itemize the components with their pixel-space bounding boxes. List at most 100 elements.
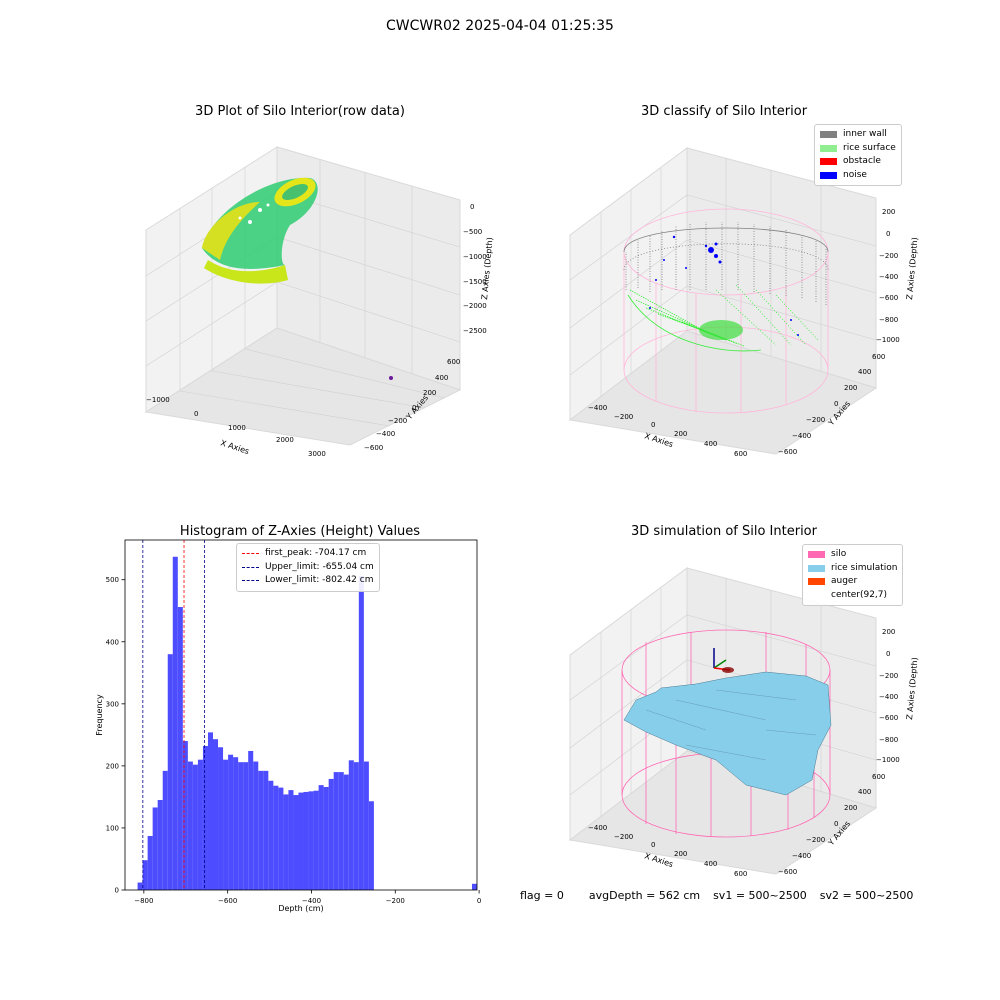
legend-label: center(92,7) bbox=[831, 589, 888, 600]
histogram-bar bbox=[328, 778, 334, 890]
simulation-legend: silo rice simulation auger center(92,7) bbox=[802, 544, 904, 606]
simulation-ztick-2: −200 bbox=[879, 672, 898, 680]
histogram-ytick-label: 500 bbox=[106, 576, 119, 584]
classify-legend-item: obstacle bbox=[820, 155, 896, 169]
histogram-bar bbox=[228, 754, 234, 890]
legend-label: auger bbox=[831, 576, 858, 586]
simulation-ytick-1: 400 bbox=[858, 788, 871, 796]
simulation-xtick-3: 200 bbox=[674, 850, 687, 858]
simulation-ytick-0: 600 bbox=[872, 773, 885, 781]
legend-label: Lower_limit: -802.42 cm bbox=[265, 575, 374, 585]
histogram-bar bbox=[192, 764, 198, 890]
histogram-bar bbox=[471, 883, 477, 890]
avg-depth-text: avgDepth = 562 cm bbox=[588, 889, 701, 902]
histogram-vlines bbox=[142, 540, 206, 890]
sv1-text: sv1 = 500~2500 bbox=[713, 889, 807, 902]
classify-ztick-3: −400 bbox=[879, 273, 898, 281]
simulation-auger-marker bbox=[713, 648, 734, 673]
legend-label: Upper_limit: -655.04 cm bbox=[265, 561, 374, 572]
classify-ytick-4: −200 bbox=[806, 416, 825, 424]
legend-label: noise bbox=[843, 169, 867, 180]
classify-ztick-4: −600 bbox=[879, 294, 898, 302]
histogram-xtick-label: −800 bbox=[134, 897, 153, 905]
histogram-bar bbox=[218, 747, 224, 890]
classify-ytick-6: −600 bbox=[778, 448, 797, 456]
histogram-bar bbox=[223, 759, 229, 890]
histogram-bar bbox=[318, 785, 324, 890]
histogram-bar bbox=[213, 739, 219, 890]
histogram-bar bbox=[313, 790, 319, 890]
raw-ytick-6: −600 bbox=[364, 444, 383, 452]
histogram-legend-item: Lower_limit: -802.42 cm bbox=[242, 574, 374, 588]
sv2-text: sv2 = 500~2500 bbox=[819, 889, 914, 902]
histogram-xtick-label: −400 bbox=[302, 897, 321, 905]
raw-plot-title: 3D Plot of Silo Interior(row data) bbox=[195, 104, 405, 119]
legend-line bbox=[242, 553, 259, 555]
histogram-bar bbox=[152, 807, 158, 890]
histogram-bar bbox=[142, 860, 148, 890]
classify-legend-item: noise bbox=[820, 169, 896, 183]
simulation-rice-surface bbox=[623, 671, 832, 796]
histogram-legend: first_peak: -704.17 cm Upper_limit: -655… bbox=[236, 543, 380, 592]
flag-text: flag = 0 bbox=[520, 889, 564, 902]
classify-ytick-2: 200 bbox=[844, 384, 857, 392]
histogram-bar bbox=[197, 759, 203, 890]
histogram-bar bbox=[278, 787, 284, 890]
simulation-xtick-5: 600 bbox=[734, 870, 747, 878]
raw-ztick-4: −2000 bbox=[463, 302, 487, 310]
classify-ztick-1: 0 bbox=[886, 230, 890, 238]
classify-noise-points bbox=[649, 235, 799, 336]
histogram-legend-item: Upper_limit: -655.04 cm bbox=[242, 561, 374, 575]
histogram-bar bbox=[348, 760, 354, 890]
classify-rice-surface bbox=[627, 284, 819, 352]
raw-3d-plot: −1000 0 1000 2000 3000 X Axies 600 400 2… bbox=[144, 146, 494, 458]
classify-ztick-2: −200 bbox=[879, 252, 898, 260]
classify-xtick-0: −400 bbox=[588, 404, 607, 412]
classify-ytick-0: 600 bbox=[872, 353, 885, 361]
histogram-bar bbox=[293, 795, 299, 890]
raw-ytick-3: 0 bbox=[412, 404, 416, 412]
raw-ytick-2: 200 bbox=[423, 389, 436, 397]
classify-plot-title: 3D classify of Silo Interior bbox=[640, 104, 808, 119]
legend-swatch bbox=[820, 131, 837, 139]
histogram-bar bbox=[268, 780, 274, 890]
simulation-ytick-6: −600 bbox=[778, 868, 797, 876]
simulation-ztick-4: −600 bbox=[879, 714, 898, 722]
raw-ztick-0: 0 bbox=[470, 203, 474, 211]
raw-ytick-5: −400 bbox=[376, 430, 395, 438]
histogram-bar bbox=[308, 791, 314, 890]
histogram-ytick-label: 200 bbox=[106, 762, 119, 770]
legend-swatch bbox=[820, 171, 837, 179]
histogram-bar bbox=[248, 750, 254, 890]
raw-ytick-4: −200 bbox=[388, 417, 407, 425]
classify-xtick-4: 400 bbox=[704, 440, 717, 448]
histogram-bar bbox=[288, 790, 294, 890]
classify-3d-plot: −400 −200 0 200 400 600 X Axies 600 400 … bbox=[568, 147, 919, 458]
histogram-bar bbox=[238, 762, 244, 890]
legend-label: rice surface bbox=[843, 142, 896, 153]
simulation-xtick-2: 0 bbox=[651, 841, 655, 849]
histogram-bar bbox=[172, 556, 178, 890]
status-footer: flag = 0 avgDepth = 562 cm sv1 = 500~250… bbox=[520, 889, 913, 902]
raw-xtick-4: 3000 bbox=[308, 450, 326, 458]
raw-pane-floor bbox=[144, 327, 462, 446]
classify-inner-wall bbox=[623, 222, 829, 305]
histogram-chart: −800 −600 −400 −200 0 0 100 200 300 400 500 Depth… bbox=[95, 539, 481, 913]
legend-label: obstacle bbox=[843, 156, 881, 166]
histogram-xtick-label: −200 bbox=[386, 897, 405, 905]
raw-outlier-point bbox=[389, 376, 393, 380]
histogram-bar bbox=[298, 792, 304, 890]
legend-swatch bbox=[820, 158, 837, 166]
histogram-bars bbox=[137, 556, 477, 890]
simulation-ytick-5: −400 bbox=[792, 852, 811, 860]
classify-ztick-5: −800 bbox=[879, 316, 898, 324]
raw-ztick-5: −2500 bbox=[463, 327, 487, 335]
simulation-ztick-5: −800 bbox=[879, 736, 898, 744]
raw-xtick-3: 2000 bbox=[276, 436, 294, 444]
histogram-bar bbox=[157, 800, 163, 890]
histogram-xticks: −800 −600 −400 −200 0 bbox=[134, 890, 481, 905]
simulation-ytick-4: −200 bbox=[806, 836, 825, 844]
histogram-bar bbox=[283, 794, 289, 890]
histogram-bar bbox=[202, 746, 208, 890]
classify-xtick-1: −200 bbox=[614, 413, 633, 421]
